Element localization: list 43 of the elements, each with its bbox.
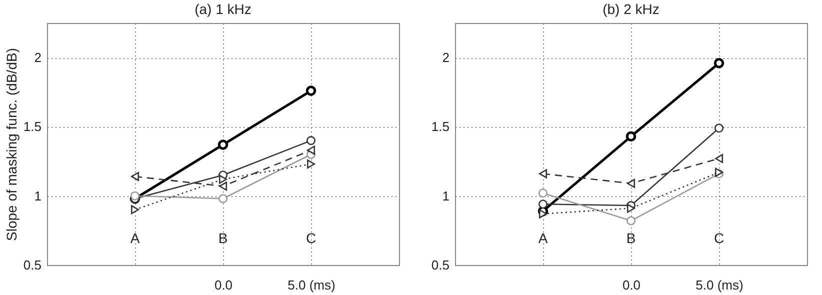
point xyxy=(306,160,316,169)
point xyxy=(218,140,228,150)
point xyxy=(714,154,724,164)
annotation: B xyxy=(626,230,636,246)
point xyxy=(130,191,140,200)
point xyxy=(218,174,228,184)
point xyxy=(218,182,228,191)
point xyxy=(714,58,724,68)
y-tick-label: 0.5 xyxy=(431,258,450,272)
annotation: C xyxy=(306,230,316,246)
point xyxy=(130,205,140,214)
y-tick-label: 2 xyxy=(442,50,450,66)
annotation: A xyxy=(538,230,548,246)
chart-title: (b) 2 kHz xyxy=(602,1,660,17)
point xyxy=(538,209,548,218)
point xyxy=(538,169,548,178)
annotation: B xyxy=(218,230,228,246)
y-axis-title: Slope of masking func. (dB/dB) xyxy=(3,48,20,241)
y-tick-label: 1.5 xyxy=(23,119,42,134)
annotation: A xyxy=(130,230,140,246)
x-tick-label: 0.0 xyxy=(622,278,641,292)
point xyxy=(626,131,636,142)
point xyxy=(218,194,228,204)
point xyxy=(626,178,636,188)
point xyxy=(626,216,636,226)
point xyxy=(130,172,140,182)
y-tick-label: 2 xyxy=(34,50,42,66)
annotation: C xyxy=(714,230,724,246)
point xyxy=(714,124,724,133)
y-tick-label: 1 xyxy=(34,188,42,204)
point xyxy=(306,146,316,155)
y-tick-label: 1 xyxy=(442,188,450,204)
chart-title: (a) 1 kHz xyxy=(194,1,252,17)
point xyxy=(626,204,636,213)
y-tick-label: 0.5 xyxy=(23,258,42,272)
y-tick-label: 1.5 xyxy=(431,119,450,134)
point xyxy=(306,136,316,146)
x-tick-label: 5.0 (ms) xyxy=(696,278,744,292)
x-tick-label: 0.0 xyxy=(214,278,233,292)
point xyxy=(538,200,548,209)
x-tick-label: 5.0 (ms) xyxy=(288,278,336,292)
point xyxy=(306,86,316,96)
point xyxy=(538,188,548,198)
